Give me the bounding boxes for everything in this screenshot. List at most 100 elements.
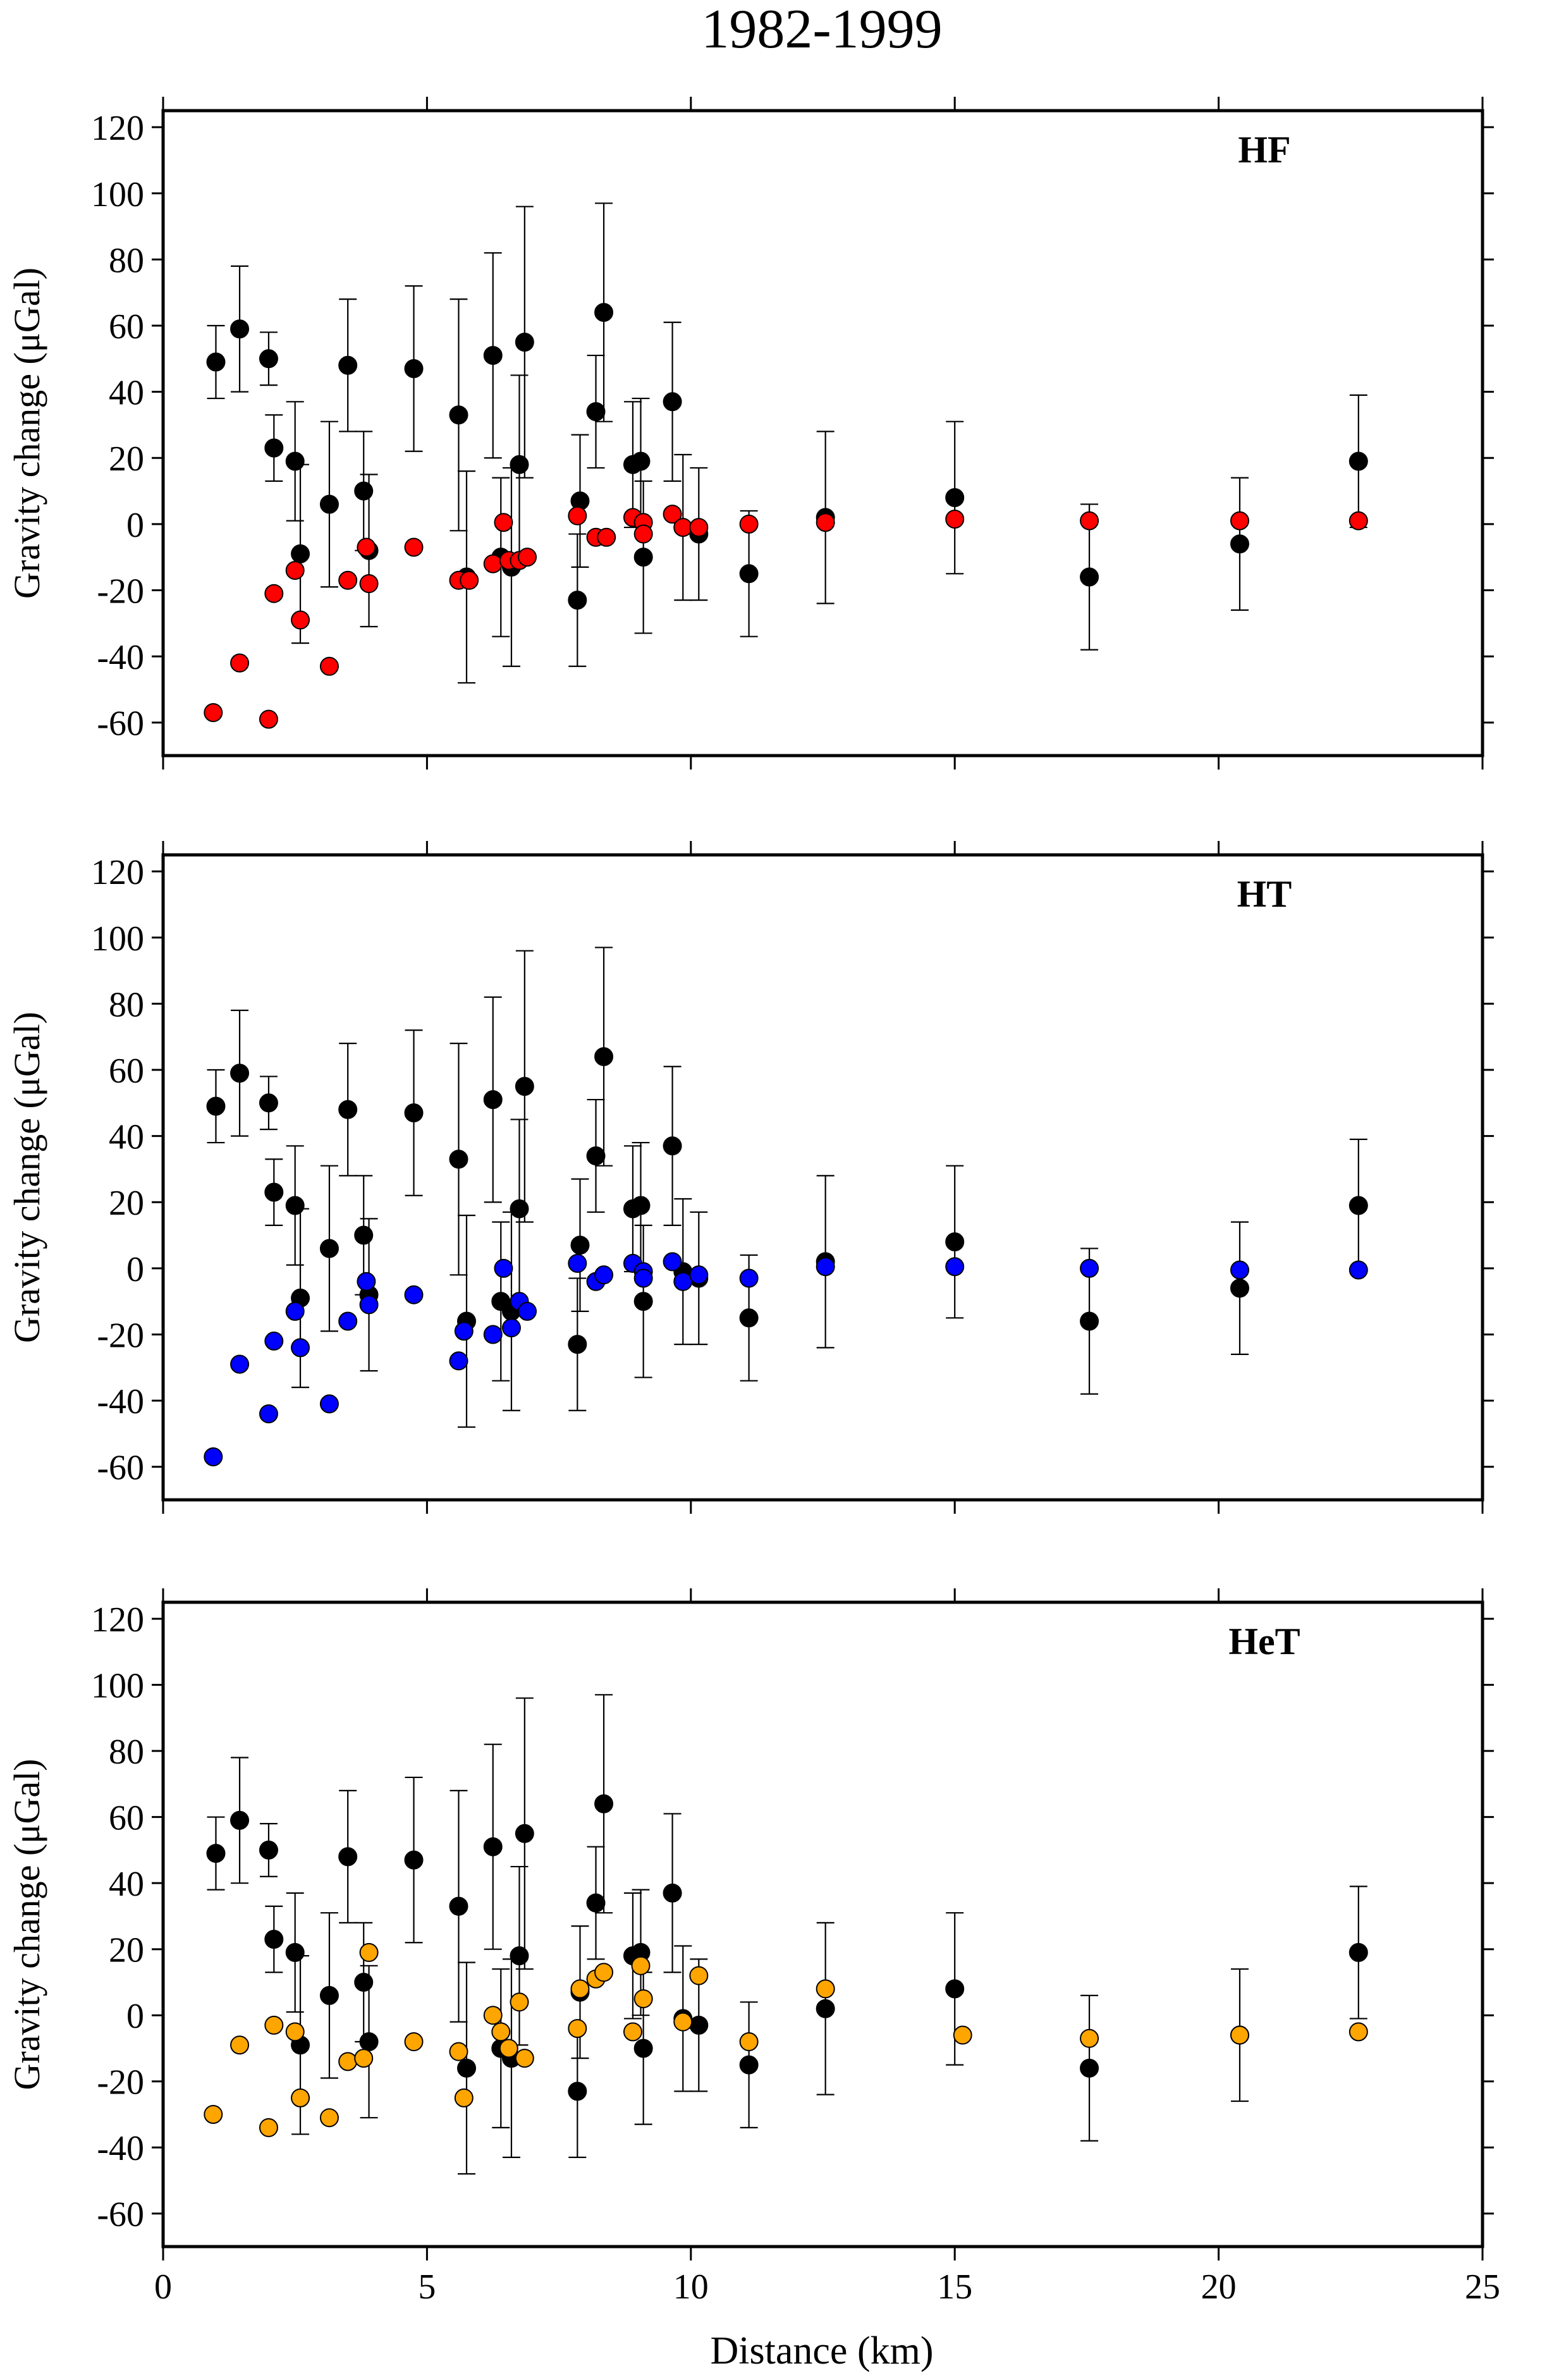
model-point-ht [230, 1354, 250, 1374]
model-point-ht [291, 1338, 310, 1358]
observed-point [689, 2015, 709, 2035]
model-point-ht [816, 1257, 835, 1277]
y-tick-label: 60 [109, 1052, 144, 1091]
model-point-hf [291, 610, 310, 630]
observed-point [483, 1837, 503, 1856]
model-point-ht [501, 1318, 521, 1337]
model-point-ht [483, 1325, 503, 1344]
observed-point [338, 355, 358, 375]
model-point-ht [1230, 1260, 1249, 1280]
y-tick-label: -20 [97, 572, 144, 611]
observed-point [594, 1047, 614, 1067]
y-tick-label: 20 [109, 1184, 144, 1223]
model-point-ht [945, 1257, 965, 1277]
y-tick-label: 40 [109, 1118, 144, 1157]
observed-point [510, 455, 529, 474]
model-point-het [673, 2012, 693, 2032]
observed-point [206, 352, 226, 372]
observed-point [663, 1883, 682, 1903]
observed-point [319, 494, 339, 514]
observed-point [264, 438, 284, 458]
observed-point [594, 303, 614, 322]
y-axis-label: Gravity change (μGal) [6, 267, 47, 599]
model-point-het [204, 2104, 223, 2124]
y-axis-label: Gravity change (μGal) [6, 1012, 47, 1343]
y-tick-label: 100 [91, 175, 144, 214]
y-tick-label: -40 [97, 638, 144, 677]
observed-point [594, 1794, 614, 1813]
observed-point [230, 1064, 250, 1083]
observed-point [264, 1182, 284, 1202]
y-tick-label: -60 [97, 1449, 144, 1488]
observed-point [264, 1930, 284, 1949]
observed-point [291, 544, 310, 563]
y-axis-label: Gravity change (μGal) [6, 1759, 47, 2090]
observed-point [1230, 1279, 1249, 1298]
model-point-ht [319, 1394, 339, 1414]
observed-point [1080, 567, 1099, 587]
y-tick-label: -60 [97, 2195, 144, 2235]
observed-point [1080, 1311, 1099, 1331]
observed-point [285, 1196, 305, 1215]
model-point-het [1080, 2028, 1099, 2048]
model-point-het [404, 2032, 424, 2052]
plot-frame [161, 1600, 1484, 2248]
model-point-ht [494, 1258, 513, 1278]
observed-point [663, 1136, 682, 1156]
y-tick-label: 0 [126, 506, 144, 545]
y-tick-label: -20 [97, 2063, 144, 2102]
y-tick-label: 40 [109, 1865, 144, 1904]
model-point-hf [204, 703, 223, 722]
model-point-hf [404, 537, 424, 557]
model-point-ht [689, 1265, 709, 1285]
observed-point [945, 1232, 965, 1251]
model-point-ht [449, 1351, 468, 1371]
observed-point [568, 591, 587, 610]
model-point-hf [1080, 511, 1099, 531]
observed-point [354, 481, 374, 501]
model-point-het [264, 2015, 284, 2035]
model-point-hf [816, 513, 835, 532]
model-point-hf [319, 656, 339, 676]
model-point-hf [357, 537, 376, 557]
model-point-hf [739, 514, 759, 534]
y-tick-label: 20 [109, 1931, 144, 1970]
y-tick-label: -40 [97, 1382, 144, 1421]
model-point-het [230, 2035, 250, 2055]
observed-point [663, 392, 682, 412]
model-point-het [449, 2042, 468, 2061]
observed-point [1080, 2058, 1099, 2078]
observed-point [259, 349, 278, 369]
model-point-ht [633, 1268, 653, 1288]
model-point-hf [568, 506, 587, 525]
model-point-ht [259, 1404, 278, 1423]
y-tick-label: 80 [109, 241, 144, 280]
panel-label: HF [1238, 129, 1290, 171]
model-point-hf [689, 518, 709, 537]
model-point-ht [594, 1265, 614, 1285]
observed-point [285, 1942, 305, 1962]
observed-point [633, 2039, 653, 2058]
y-tick-label: 100 [91, 919, 144, 959]
model-point-hf [633, 524, 653, 544]
model-point-hf [264, 584, 284, 603]
observed-point [568, 2082, 587, 2101]
model-point-ht [359, 1295, 379, 1315]
panel-het: -60 -40 -20 0 20 40 60 80 100 120 0 5 10 15 20 25 Gravit… [6, 1588, 1500, 2307]
observed-point [510, 1199, 529, 1218]
observed-point [206, 1844, 226, 1863]
model-point-ht [518, 1301, 537, 1321]
observed-point [633, 548, 653, 567]
model-point-hf [494, 513, 513, 532]
observed-point [230, 319, 250, 339]
observed-point [515, 333, 534, 352]
model-point-het [570, 1979, 590, 1999]
model-point-het [1348, 2022, 1368, 2042]
observed-point [586, 1893, 606, 1913]
model-point-ht [568, 1254, 587, 1273]
observed-point [945, 488, 965, 507]
model-point-het [568, 2019, 587, 2039]
model-point-het [354, 2049, 374, 2068]
model-point-hf [945, 510, 965, 529]
